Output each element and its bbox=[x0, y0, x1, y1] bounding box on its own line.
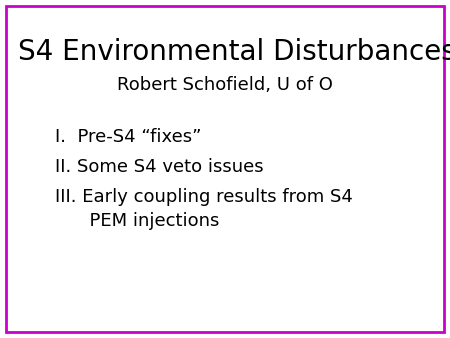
Text: Robert Schofield, U of O: Robert Schofield, U of O bbox=[117, 76, 333, 94]
Text: II. Some S4 veto issues: II. Some S4 veto issues bbox=[55, 158, 264, 176]
Text: S4 Environmental Disturbances: S4 Environmental Disturbances bbox=[18, 38, 450, 66]
Text: I.  Pre-S4 “fixes”: I. Pre-S4 “fixes” bbox=[55, 128, 202, 146]
Text: III. Early coupling results from S4
      PEM injections: III. Early coupling results from S4 PEM … bbox=[55, 188, 353, 230]
